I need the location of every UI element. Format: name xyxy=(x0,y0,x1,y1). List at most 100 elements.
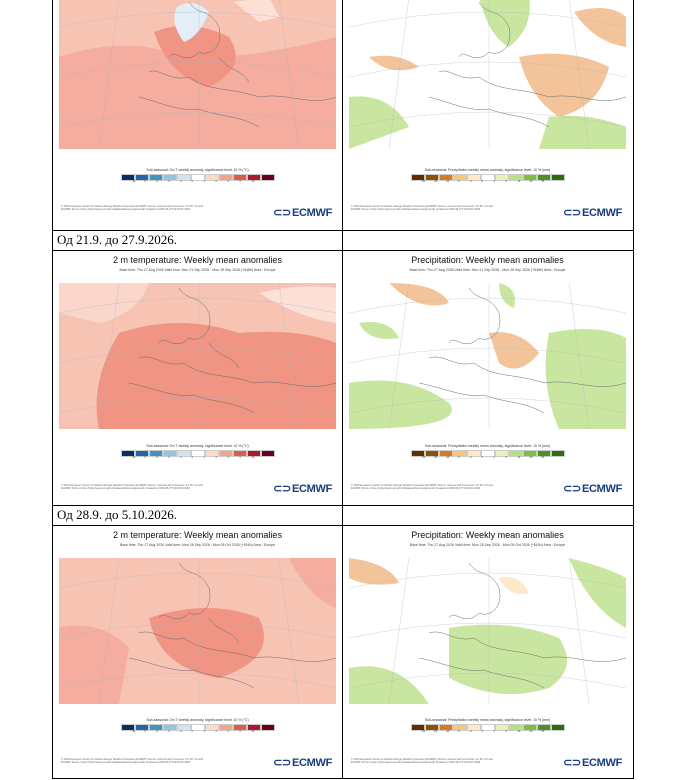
legend-swatch xyxy=(120,450,135,457)
copyright-text: © 2026 European Centre for Medium-Range … xyxy=(61,205,203,212)
legend-title: Sub-seasonal: 2m T weekly anomaly, signi… xyxy=(146,718,249,722)
legend-swatch xyxy=(438,174,453,181)
legend-swatch xyxy=(508,450,523,457)
ecmwf-logo-icon: ⊂⊃ xyxy=(273,207,291,219)
legend-swatch xyxy=(410,450,425,457)
legend-tick-label: -10 xyxy=(445,456,450,459)
legend-swatch xyxy=(480,450,495,457)
legend-tick-label: -10 xyxy=(445,730,450,733)
legend-tick-label: -4 xyxy=(155,180,158,183)
legend-title: Sub-seasonal: 2m T weekly anomaly, signi… xyxy=(146,444,249,448)
legend-tick-label: 1 xyxy=(203,180,205,183)
panel-subtitle: Base time: Thu 27 Aug 2026 Valid time: M… xyxy=(119,268,276,272)
legend-swatch xyxy=(176,450,191,457)
legend-swatch xyxy=(218,174,233,181)
legend-swatch xyxy=(550,724,565,731)
row-divider xyxy=(52,525,634,526)
legend-tick-label: 10 xyxy=(251,456,255,459)
legend-swatch xyxy=(452,174,467,181)
panel-title: 2 m temperature: Weekly mean anomalies xyxy=(113,255,282,265)
legend-swatch xyxy=(536,450,551,457)
legend-tick-label: -5 xyxy=(457,456,460,459)
legend-tick-label: -10 xyxy=(131,456,136,459)
legend-tick-label: 5 xyxy=(505,180,507,183)
legend-tick-label: -10 xyxy=(445,180,450,183)
ecmwf-logo: ⊂⊃ECMWF xyxy=(563,757,622,769)
legend-tick-label: 20 xyxy=(529,730,533,733)
temperature-panel-week2: 2 m temperature: Weekly mean anomalies B… xyxy=(53,251,342,505)
legend-tick-label: 4 xyxy=(227,180,229,183)
legend-tick-label: -50 xyxy=(421,456,426,459)
legend-swatch xyxy=(424,724,439,731)
precipitation-map xyxy=(349,0,626,149)
precipitation-map xyxy=(349,558,626,704)
legend-tick-label: -2 xyxy=(469,180,472,183)
legend-swatch xyxy=(190,724,205,731)
legend-tick-label: -5 xyxy=(457,730,460,733)
row-divider xyxy=(52,505,634,506)
legend-swatch xyxy=(424,450,439,457)
legend-tick-label: -1 xyxy=(179,730,182,733)
legend-tick-label: -2 xyxy=(167,456,170,459)
legend-swatch xyxy=(204,450,219,457)
legend-tick-label: 2 xyxy=(215,730,217,733)
ecmwf-logo-icon: ⊂⊃ xyxy=(563,483,581,495)
ecmwf-logo-icon: ⊂⊃ xyxy=(563,207,581,219)
copyright-text: © 2026 European Centre for Medium-Range … xyxy=(351,758,493,765)
legend-swatch xyxy=(148,174,163,181)
legend-swatch xyxy=(522,450,537,457)
legend-swatch xyxy=(232,174,247,181)
legend-tick-label: 0 xyxy=(481,180,483,183)
row-divider xyxy=(52,230,634,231)
temperature-panel-week1: Sub-seasonal: 2m T weekly anomaly, signi… xyxy=(53,0,342,230)
temperature-map xyxy=(59,283,336,429)
ecmwf-logo-icon: ⊂⊃ xyxy=(563,757,581,769)
legend-swatch xyxy=(190,450,205,457)
legend-swatch xyxy=(494,450,509,457)
legend-tick-label: 6 xyxy=(239,730,241,733)
legend-tick-label: -6 xyxy=(143,730,146,733)
legend-swatch xyxy=(162,174,177,181)
legend-tick-label: -4 xyxy=(155,456,158,459)
legend-swatch xyxy=(148,450,163,457)
temperature-map xyxy=(59,558,336,704)
legend-tick-label: 20 xyxy=(529,180,533,183)
legend-swatch xyxy=(134,174,149,181)
legend-tick-label: 0 xyxy=(191,730,193,733)
date-range-label: Од 21.9. до 27.9.2026. xyxy=(57,232,177,247)
temperature-legend xyxy=(120,174,275,181)
ecmwf-logo-icon: ⊂⊃ xyxy=(273,757,291,769)
legend-tick-label: 5 xyxy=(505,456,507,459)
legend-swatch xyxy=(494,724,509,731)
legend-swatch xyxy=(134,450,149,457)
legend-tick-label: 20 xyxy=(529,456,533,459)
legend-tick-label: -2 xyxy=(469,730,472,733)
temperature-map xyxy=(59,0,336,149)
legend-tick-label: 6 xyxy=(239,456,241,459)
copyright-text: © 2026 European Centre for Medium-Range … xyxy=(351,205,493,212)
legend-tick-label: -5 xyxy=(457,180,460,183)
temperature-legend xyxy=(120,724,275,731)
legend-swatch xyxy=(260,450,275,457)
legend-swatch xyxy=(120,174,135,181)
ecmwf-logo: ⊂⊃ECMWF xyxy=(273,207,332,219)
copyright-text: © 2026 European Centre for Medium-Range … xyxy=(61,484,203,491)
precipitation-legend xyxy=(410,724,565,731)
legend-swatch xyxy=(494,174,509,181)
legend-swatch xyxy=(190,174,205,181)
legend-swatch xyxy=(260,174,275,181)
legend-swatch xyxy=(536,724,551,731)
legend-swatch xyxy=(148,724,163,731)
copyright-text: © 2026 European Centre for Medium-Range … xyxy=(351,484,493,491)
precipitation-map xyxy=(349,283,626,429)
legend-tick-label: 0 xyxy=(191,180,193,183)
column-divider xyxy=(342,0,343,779)
legend-tick-label: 6 xyxy=(239,180,241,183)
legend-tick-label: 10 xyxy=(517,456,521,459)
legend-swatch xyxy=(410,724,425,731)
legend-tick-label: 10 xyxy=(517,180,521,183)
legend-tick-label: 2 xyxy=(493,180,495,183)
legend-tick-label: -2 xyxy=(167,730,170,733)
legend-tick-label: -1 xyxy=(179,180,182,183)
